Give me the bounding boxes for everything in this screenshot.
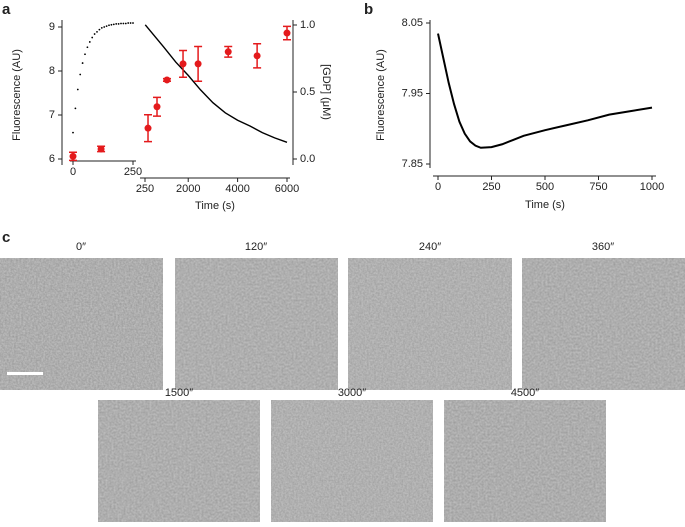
data-point <box>194 60 202 68</box>
scale-bar <box>7 372 43 375</box>
data-dot <box>120 22 122 25</box>
data-dot <box>86 46 89 49</box>
data-dot <box>108 24 110 27</box>
data-dot <box>81 62 84 64</box>
data-dot <box>112 23 115 26</box>
data-dot <box>98 28 101 31</box>
data-dot <box>72 131 74 134</box>
x-tick-label: 250 <box>482 181 500 193</box>
panel-label: a <box>2 1 11 18</box>
x-tick-label: 2000 <box>176 183 200 195</box>
time-label: 1500″ <box>165 387 193 399</box>
data-dot <box>117 23 120 25</box>
data-point <box>97 145 105 153</box>
y-axis-label: Fluorescence (AU) <box>11 49 23 141</box>
time-label: 120″ <box>245 241 267 253</box>
micrograph-texture <box>522 258 685 390</box>
data-point <box>69 152 77 160</box>
x-tick-label: 6000 <box>275 183 299 195</box>
data-dot <box>96 30 98 33</box>
x-tick-label: 4000 <box>225 183 249 195</box>
data-point <box>153 103 161 111</box>
y-tick-label: 9 <box>49 21 55 33</box>
x-tick-label: 250 <box>136 183 154 195</box>
y-tick-label: 7 <box>49 109 55 121</box>
x-tick-label: 750 <box>589 181 607 193</box>
data-dot <box>103 26 106 28</box>
x-axis-label: Time (s) <box>195 200 235 212</box>
y-tick-label: 7.85 <box>402 158 423 170</box>
y-tick-label: 7.95 <box>402 87 423 99</box>
data-dot <box>115 23 118 25</box>
data-dot <box>93 33 96 35</box>
x-tick-label: 0 <box>70 166 76 178</box>
y-tick-label: 0.0 <box>300 153 315 165</box>
data-dot <box>127 22 130 24</box>
data-dot <box>88 41 91 43</box>
data-dot <box>132 22 134 24</box>
data-dot <box>105 25 108 28</box>
data-dot <box>129 22 132 24</box>
data-dot <box>124 22 127 25</box>
micrograph-texture <box>348 258 512 390</box>
x-tick-label: 1000 <box>640 181 664 193</box>
data-dot <box>91 36 94 39</box>
panel-label: b <box>364 1 373 18</box>
data-dot <box>79 73 82 76</box>
data-dot <box>74 107 77 110</box>
y-tick-label: 6 <box>49 153 55 165</box>
data-point <box>224 48 232 56</box>
data-dot <box>122 22 125 25</box>
micrograph-texture <box>444 400 606 522</box>
micrograph-texture <box>271 400 433 522</box>
micrograph-texture <box>175 258 338 390</box>
data-dot <box>76 88 79 91</box>
data-point <box>179 60 187 68</box>
data-line <box>437 33 653 149</box>
micrograph-row <box>98 400 606 522</box>
micrograph-texture <box>98 400 260 522</box>
panel-label: c <box>2 229 10 246</box>
data-point <box>144 124 152 132</box>
x-axis-label: Time (s) <box>525 199 565 211</box>
data-point <box>253 52 261 60</box>
x-tick-label: 250 <box>124 166 142 178</box>
time-label: 4500″ <box>511 387 539 399</box>
data-line <box>144 24 288 143</box>
y-axis-label: Fluorescence (AU) <box>375 49 387 141</box>
x-tick-label: 500 <box>536 181 554 193</box>
data-point <box>283 29 291 37</box>
time-label: 360″ <box>592 241 614 253</box>
data-point <box>163 76 171 84</box>
time-label: 3000″ <box>338 387 366 399</box>
data-dot <box>84 53 86 56</box>
y-tick-label: 8 <box>49 65 55 77</box>
y-tick-label: 8.05 <box>402 17 423 29</box>
y2-axis-label: [GDP] (μM) <box>320 64 332 120</box>
y-tick-label: 1.0 <box>300 19 315 31</box>
micrograph-texture <box>0 258 163 390</box>
y-tick-label: 0.5 <box>300 86 315 98</box>
micrograph-row <box>0 258 685 390</box>
time-label: 0″ <box>76 241 86 253</box>
data-dot <box>100 26 103 29</box>
data-dot <box>110 23 113 26</box>
time-label: 240″ <box>419 241 441 253</box>
x-tick-label: 0 <box>435 181 441 193</box>
